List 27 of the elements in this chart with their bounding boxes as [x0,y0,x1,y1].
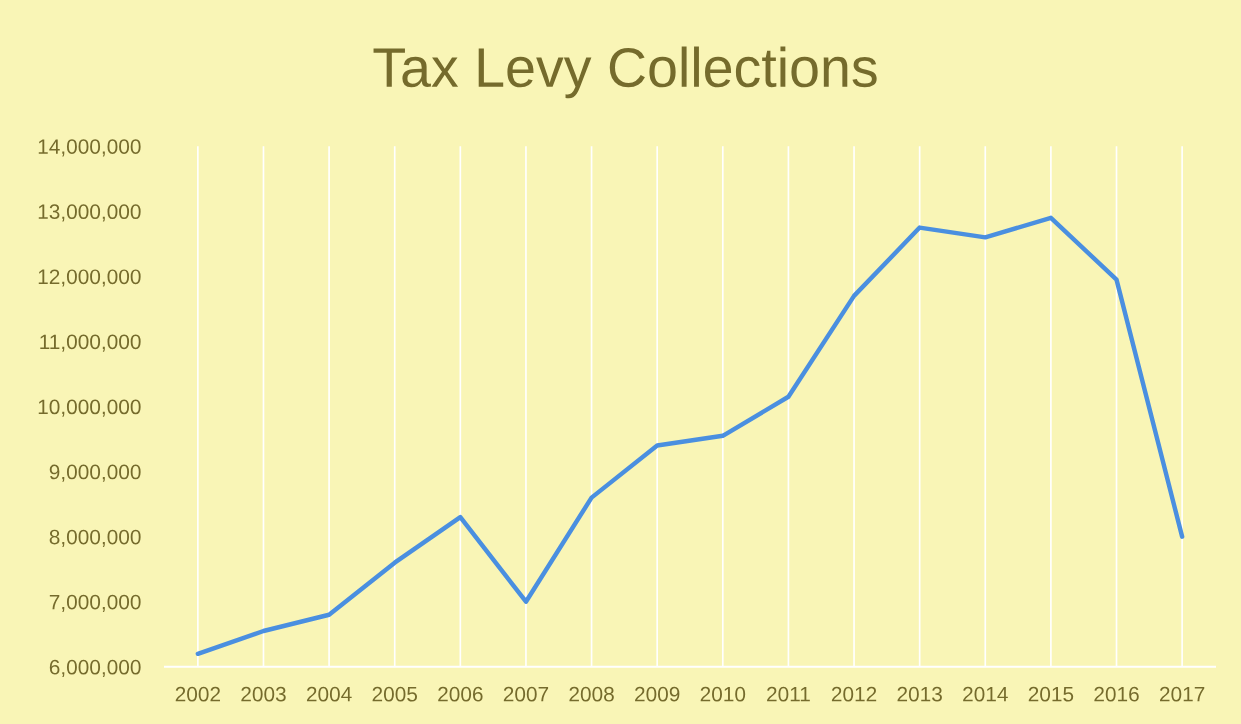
x-tick-label: 2011 [767,686,810,702]
x-tick-label: 2009 [635,686,680,702]
y-tick-label: 12,000,000 [38,269,141,287]
y-tick-label: 7,000,000 [49,594,141,612]
x-tick-label: 2014 [963,686,1008,702]
x-tick-label: 2008 [569,686,614,702]
y-tick-label: 13,000,000 [38,204,141,222]
x-tick-label: 2003 [241,686,286,702]
x-tick-label: 2012 [831,686,877,702]
y-tick-label: 11,000,000 [40,334,141,352]
x-tick-label: 2005 [372,686,418,702]
y-tick-label: 8,000,000 [49,529,141,547]
x-tick-label: 2007 [503,686,549,702]
x-tick-label: 2010 [700,686,746,702]
x-tick-label: 2015 [1028,686,1074,702]
line-series [195,215,1185,657]
chart-title: Tax Levy Collections [373,46,877,99]
x-tick-label: 2006 [438,686,483,702]
y-tick-label: 9,000,000 [49,464,141,482]
x-tick-label: 2016 [1094,686,1139,702]
x-tick-label: 2017 [1160,686,1205,702]
x-tick-label: 2013 [897,686,942,702]
y-tick-label: 14,000,000 [38,139,141,157]
y-tick-label: 10,000,000 [38,399,141,417]
x-tick-label: 2002 [175,686,220,702]
x-tick-label: 2004 [306,686,352,702]
y-tick-label: 6,000,000 [49,659,141,678]
